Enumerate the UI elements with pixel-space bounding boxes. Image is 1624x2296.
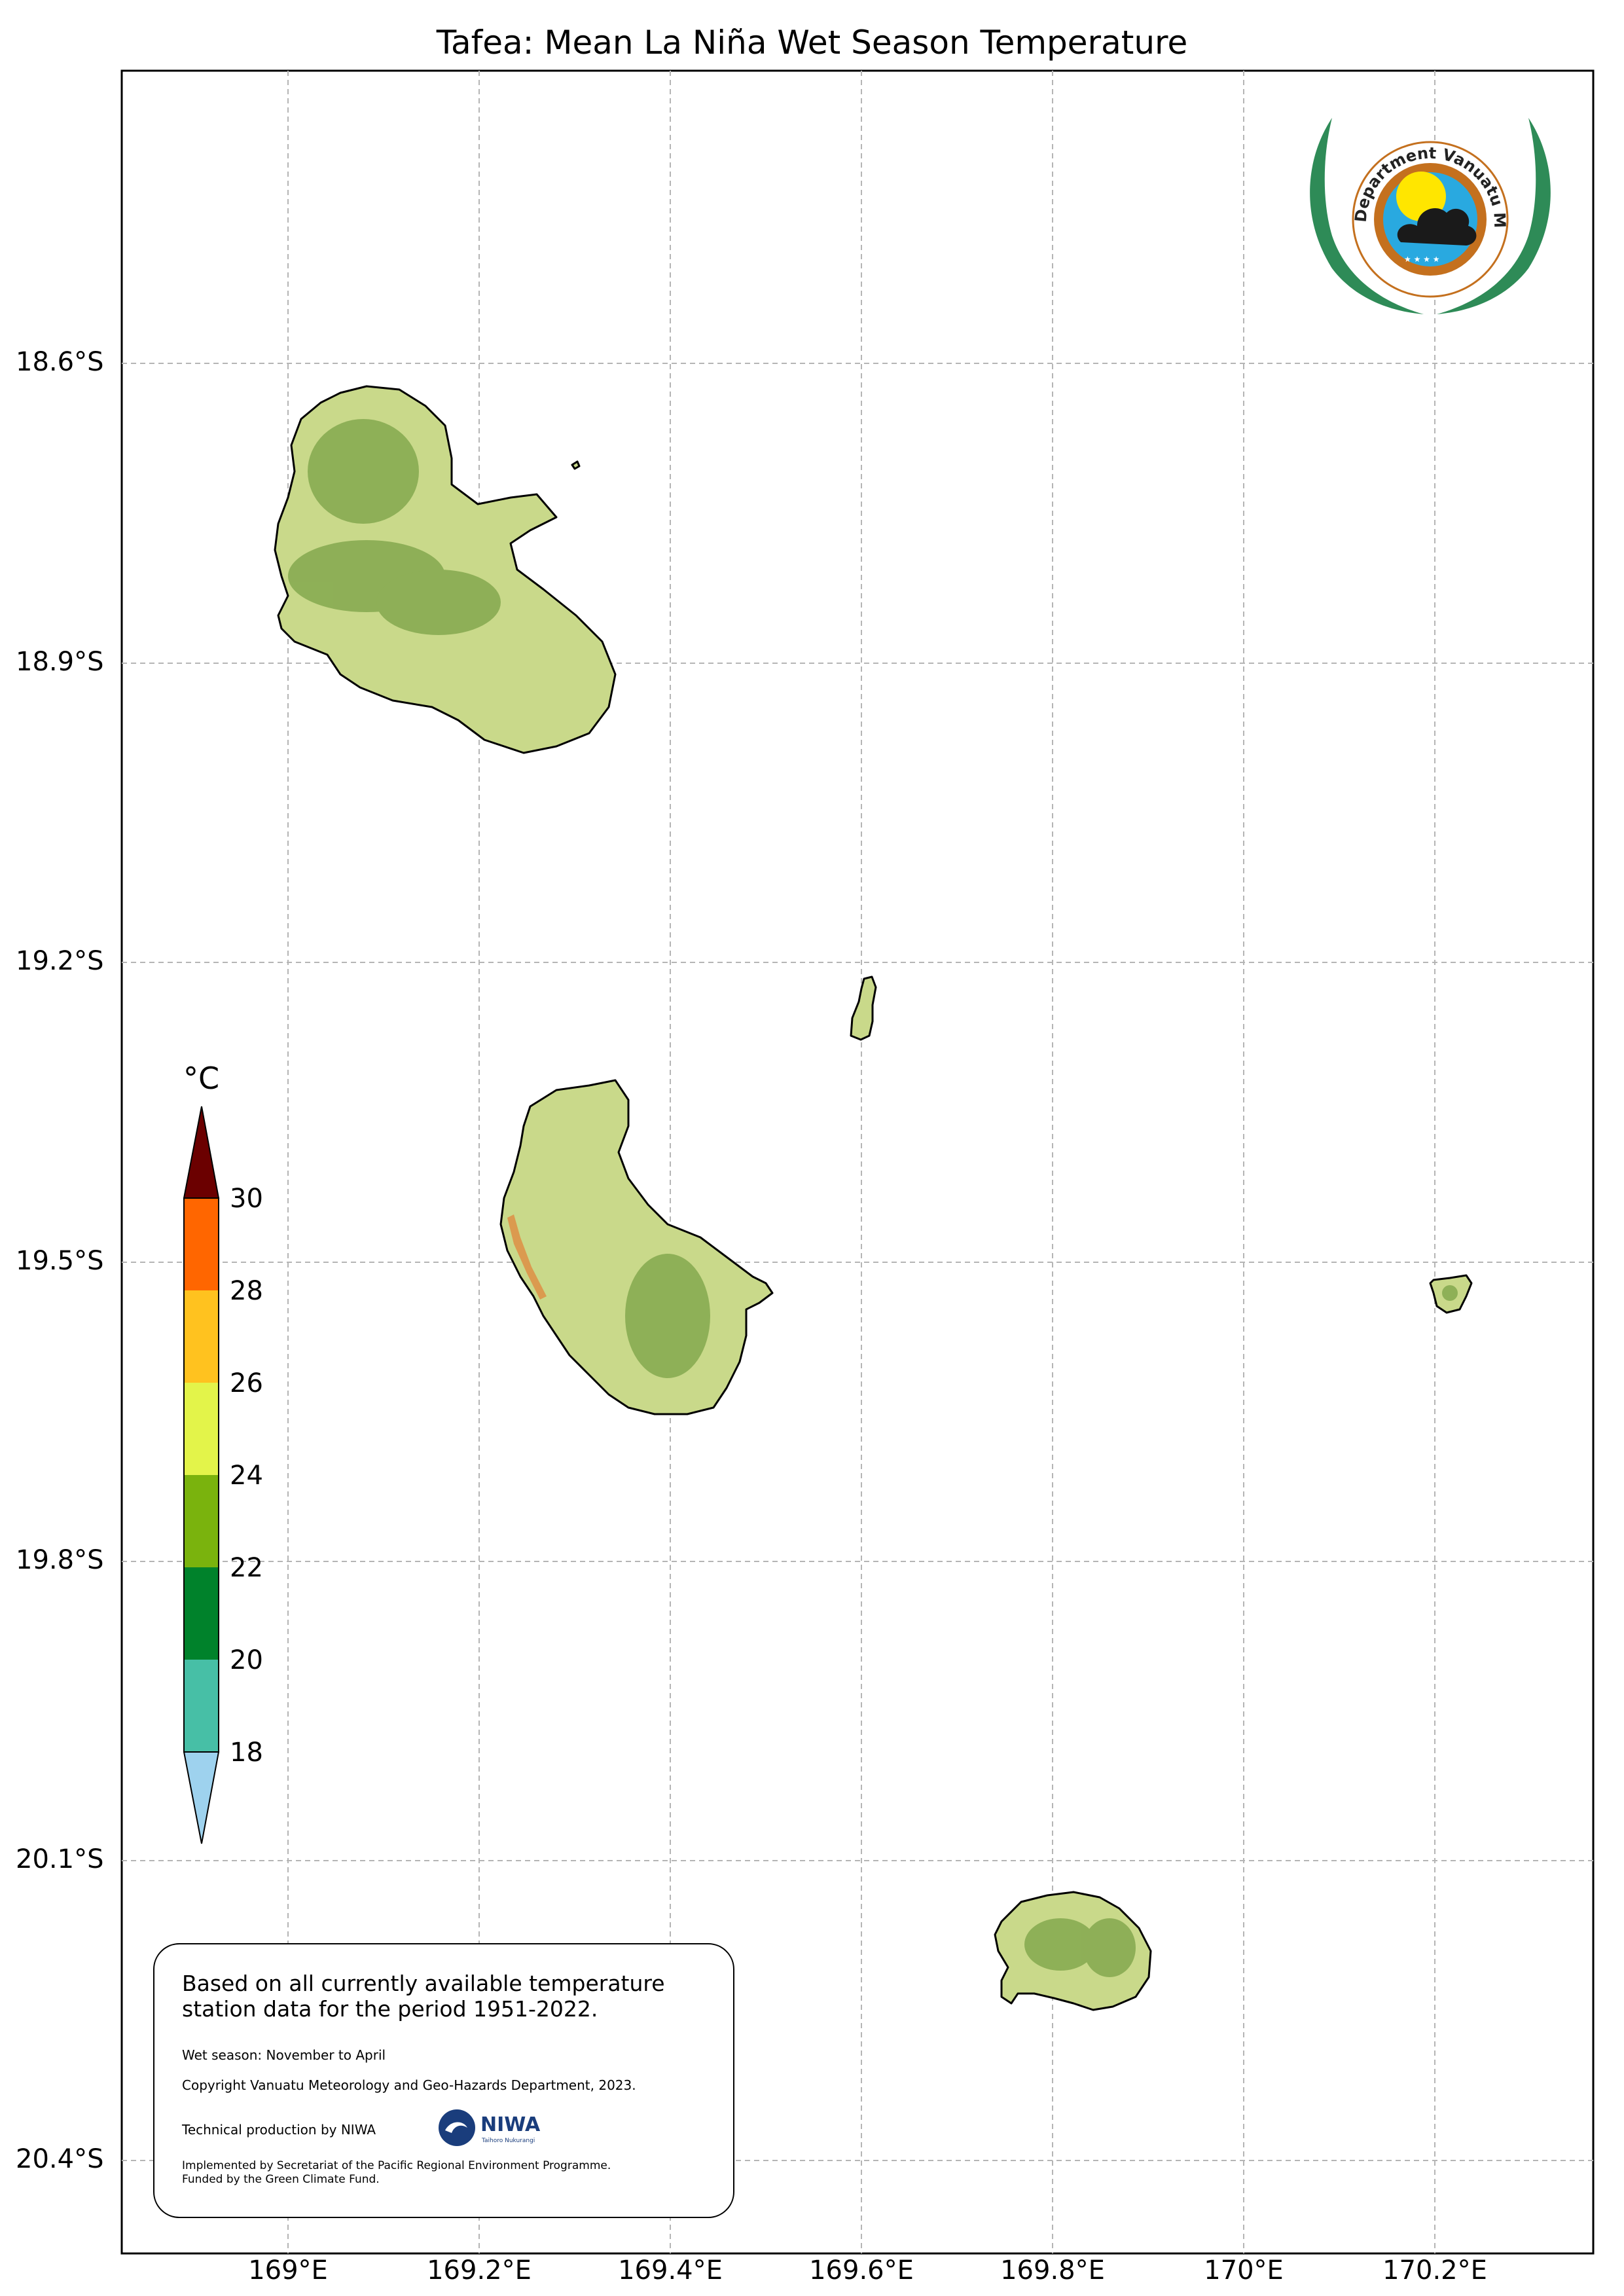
info-season: Wet season: November to April (182, 2047, 386, 2063)
lat-label-20-4: 20.4°S (16, 2144, 104, 2174)
colorbar-bin-18-20 (184, 1660, 219, 1752)
svg-text:★ ★ ★ ★: ★ ★ ★ ★ (1404, 255, 1439, 264)
colorbar-tick-24: 24 (230, 1461, 263, 1491)
tanna-coastal-warm-area (507, 1214, 547, 1300)
relief-aneityum-west (1024, 1918, 1096, 1971)
info-funding-line1: Implemented by Secretariat of the Pacifi… (182, 2159, 611, 2172)
map-title: Tafea: Mean La Niña Wet Season Temperatu… (436, 24, 1188, 62)
colorbar-tick-30: 30 (230, 1184, 263, 1214)
niwa-logo: NIWA Taihoro Nukurangi (437, 2108, 555, 2157)
relief-aneityum-east (1083, 1918, 1136, 1977)
vmgd-logo: ★ ★ ★ ★ Department Vanuatu Meteorology a… (1293, 98, 1551, 314)
relief-futuna (1442, 1285, 1458, 1301)
relief-erromango-south (376, 570, 501, 635)
niwa-subtitle: Taihoro Nukurangi (481, 2138, 535, 2144)
lat-label-18-9: 18.9°S (16, 647, 104, 677)
lat-label-19-5: 19.5°S (16, 1246, 104, 1276)
colorbar-tick-20: 20 (230, 1645, 263, 1675)
colorbar-bin-28-30 (184, 1198, 219, 1290)
lon-label-169-6: 169.6°E (809, 2255, 914, 2286)
colorbar-tick-28: 28 (230, 1276, 263, 1306)
colorbar-tick-18: 18 (230, 1738, 263, 1768)
lon-label-170-2: 170.2°E (1382, 2255, 1487, 2286)
lat-label-18-6: 18.6°S (16, 347, 104, 377)
colorbar-outline (183, 1197, 219, 1753)
info-box: Based on all currently available tempera… (153, 1943, 734, 2218)
relief-tanna-mountains (625, 1254, 710, 1378)
lat-label-19-2: 19.2°S (16, 946, 104, 976)
lat-label-19-8: 19.8°S (16, 1545, 104, 1575)
info-funding-line2: Funded by the Green Climate Fund. (182, 2173, 380, 2186)
info-copyright: Copyright Vanuatu Meteorology and Geo-Ha… (182, 2077, 636, 2093)
lon-label-169-8: 169.8°E (1000, 2255, 1105, 2286)
lon-label-169-2: 169.2°E (427, 2255, 532, 2286)
lon-label-169-4: 169.4°E (618, 2255, 723, 2286)
colorbar-bin-24-26 (184, 1383, 219, 1475)
info-main-text: Based on all currently available tempera… (182, 1971, 665, 2022)
island-aniwa (850, 975, 877, 1041)
colorbar-bin-20-22 (184, 1567, 219, 1660)
info-technical: Technical production by NIWA (182, 2122, 376, 2138)
lon-label-170: 170°E (1204, 2255, 1284, 2286)
colorbar (183, 1106, 220, 1844)
niwa-name: NIWA (480, 2113, 541, 2136)
graticule (122, 71, 1593, 2253)
laurel-wreath-icon (1310, 118, 1551, 314)
colorbar-tick-22: 22 (230, 1553, 263, 1583)
niwa-wave-icon (439, 2109, 475, 2146)
lon-label-169: 169°E (248, 2255, 328, 2286)
islet-speck (571, 460, 581, 470)
colorbar-unit: °C (183, 1061, 220, 1096)
colorbar-bin-22-24 (184, 1475, 219, 1567)
cloud-icon (1397, 208, 1477, 246)
info-funding: Implemented by Secretariat of the Pacifi… (182, 2159, 719, 2187)
colorbar-bin-26-28 (184, 1290, 219, 1383)
relief-erromango-north (308, 419, 419, 524)
colorbar-tick-26: 26 (230, 1368, 263, 1398)
lat-label-20-1: 20.1°S (16, 1844, 104, 1874)
